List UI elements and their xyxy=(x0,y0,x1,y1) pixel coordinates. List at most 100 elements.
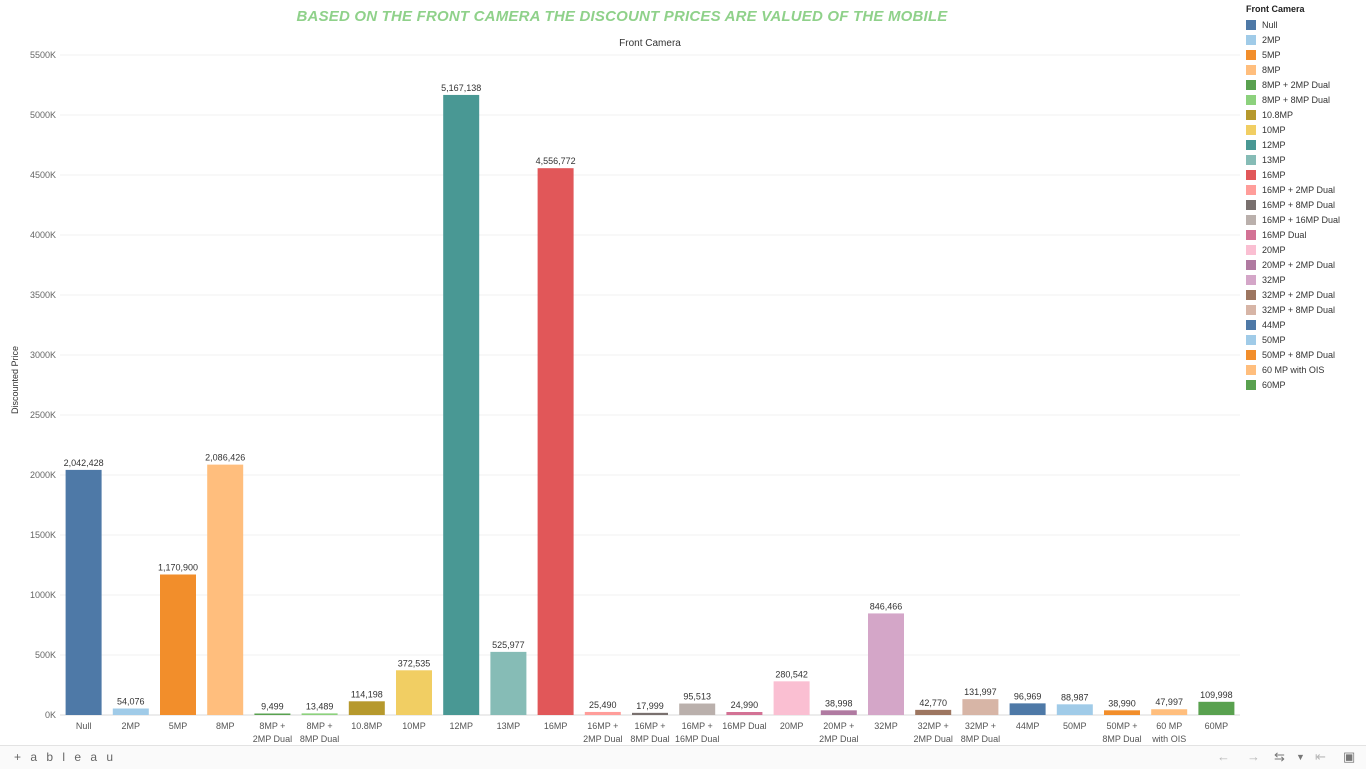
x-tick-label: 10MP xyxy=(402,721,426,731)
bar-value-label: 54,076 xyxy=(117,697,145,707)
legend-item[interactable]: 44MP xyxy=(1246,317,1364,332)
y-tick-label: 5500K xyxy=(30,50,56,60)
bar[interactable] xyxy=(726,712,763,715)
gridlines xyxy=(60,54,1240,716)
bar-value-label: 2,042,428 xyxy=(64,458,104,468)
x-tick-label: 2MP Dual xyxy=(819,734,858,744)
legend-label: 20MP xyxy=(1262,244,1286,255)
fullscreen-icon[interactable]: ▣ xyxy=(1343,749,1356,764)
x-tick-label: 50MP + xyxy=(1106,721,1137,731)
x-tick-label: 2MP Dual xyxy=(253,734,292,744)
legend-item[interactable]: 16MP + 16MP Dual xyxy=(1246,212,1364,227)
legend-label: 32MP + 2MP Dual xyxy=(1262,289,1335,300)
x-tick-label: 16MP xyxy=(544,721,568,731)
legend-item[interactable]: 20MP xyxy=(1246,242,1364,257)
y-tick-label: 2000K xyxy=(30,470,56,480)
bar[interactable] xyxy=(962,699,999,715)
y-tick-label: 1500K xyxy=(30,530,56,540)
bar[interactable] xyxy=(915,709,952,715)
legend-swatch xyxy=(1246,274,1256,285)
undo-icon[interactable]: ← xyxy=(1217,749,1230,764)
legend-item[interactable]: 10.8MP xyxy=(1246,107,1364,122)
legend-item[interactable]: 8MP xyxy=(1246,62,1364,77)
bar[interactable] xyxy=(254,713,291,716)
x-tick-label: 20MP + xyxy=(823,721,854,731)
legend-item[interactable]: 12MP xyxy=(1246,137,1364,152)
bar[interactable] xyxy=(537,168,574,715)
bar[interactable] xyxy=(1151,709,1188,715)
legend-item[interactable]: 50MP xyxy=(1246,332,1364,347)
legend-item[interactable]: 16MP Dual xyxy=(1246,227,1364,242)
bar[interactable] xyxy=(773,681,810,715)
bar[interactable] xyxy=(868,613,904,715)
x-tick-label: 8MP + xyxy=(259,721,285,731)
bar[interactable] xyxy=(112,708,149,715)
legend-swatch xyxy=(1246,19,1256,30)
x-axis-header: Front Camera xyxy=(619,38,681,49)
bar[interactable] xyxy=(632,712,668,715)
bar[interactable] xyxy=(396,670,432,715)
redo-icon[interactable]: → xyxy=(1247,749,1260,764)
legend-swatch xyxy=(1246,79,1256,90)
bar[interactable] xyxy=(160,574,196,715)
bar[interactable] xyxy=(679,703,716,715)
bar[interactable] xyxy=(65,469,102,715)
revert-icon[interactable]: ⇆ xyxy=(1274,749,1285,764)
legend-swatch xyxy=(1246,64,1256,75)
legend-item[interactable]: 32MP + 8MP Dual xyxy=(1246,302,1364,317)
legend-item[interactable]: 16MP + 8MP Dual xyxy=(1246,197,1364,212)
legend-item[interactable]: 60MP xyxy=(1246,377,1364,392)
bar[interactable] xyxy=(1198,701,1235,715)
legend-title: Front Camera xyxy=(1246,4,1305,14)
bar[interactable] xyxy=(301,713,338,715)
bar[interactable] xyxy=(820,710,857,715)
bars: 2,042,428 54,076 1,170,900 2,086,426 9,499 13… xyxy=(64,83,1235,716)
legend: Front Camera Null 2MP 5MP 8MP 8MP + 2MP Dual… xyxy=(1246,4,1364,392)
legend-item[interactable]: 50MP + 8MP Dual xyxy=(1246,347,1364,362)
legend-item[interactable]: 60 MP with OIS xyxy=(1246,362,1364,377)
legend-item[interactable]: 5MP xyxy=(1246,47,1364,62)
legend-label: 12MP xyxy=(1262,139,1286,150)
y-tick-label: 1000K xyxy=(30,590,56,600)
legend-item[interactable]: 2MP xyxy=(1246,32,1364,47)
x-tick-label: 32MP xyxy=(874,721,898,731)
y-tick-label: 5000K xyxy=(30,110,56,120)
bar-value-label: 525,977 xyxy=(492,640,525,650)
bar-value-label: 5,167,138 xyxy=(441,83,481,93)
y-tick-label: 4000K xyxy=(30,230,56,240)
bar[interactable] xyxy=(207,464,244,715)
bar[interactable] xyxy=(1104,710,1140,715)
bar[interactable] xyxy=(348,701,385,715)
legend-item[interactable]: 20MP + 2MP Dual xyxy=(1246,257,1364,272)
legend-label: 50MP + 8MP Dual xyxy=(1262,349,1335,360)
reset-icon[interactable]: ⇤ xyxy=(1315,749,1326,764)
legend-item[interactable]: 16MP + 2MP Dual xyxy=(1246,182,1364,197)
legend-item[interactable]: 16MP xyxy=(1246,167,1364,182)
bar[interactable] xyxy=(1009,703,1046,715)
legend-item[interactable]: Null xyxy=(1246,17,1364,32)
legend-label: 10MP xyxy=(1262,124,1286,135)
bar[interactable] xyxy=(490,651,527,715)
dropdown-icon[interactable]: ▼ xyxy=(1296,752,1305,762)
bar[interactable] xyxy=(1056,704,1093,715)
bar-value-label: 38,998 xyxy=(825,698,853,708)
legend-swatch xyxy=(1246,289,1256,300)
legend-label: 2MP xyxy=(1262,34,1281,45)
bar[interactable] xyxy=(443,94,480,716)
bar-value-label: 38,990 xyxy=(1108,698,1136,708)
legend-item[interactable]: 8MP + 8MP Dual xyxy=(1246,92,1364,107)
x-tick-label: 50MP xyxy=(1063,721,1087,731)
x-tick-label: 32MP + xyxy=(918,721,949,731)
legend-item[interactable]: 8MP + 2MP Dual xyxy=(1246,77,1364,92)
legend-item[interactable]: 10MP xyxy=(1246,122,1364,137)
bar-value-label: 42,770 xyxy=(919,698,947,708)
legend-item[interactable]: 13MP xyxy=(1246,152,1364,167)
tableau-logo-icon[interactable]: + a b l e a u xyxy=(14,750,117,764)
legend-item[interactable]: 32MP + 2MP Dual xyxy=(1246,287,1364,302)
legend-label: 8MP xyxy=(1262,64,1281,75)
bar-value-label: 1,170,900 xyxy=(158,562,198,572)
bar[interactable] xyxy=(584,711,621,715)
legend-item[interactable]: 32MP xyxy=(1246,272,1364,287)
legend-label: 44MP xyxy=(1262,319,1286,330)
x-tick-label: 44MP xyxy=(1016,721,1040,731)
